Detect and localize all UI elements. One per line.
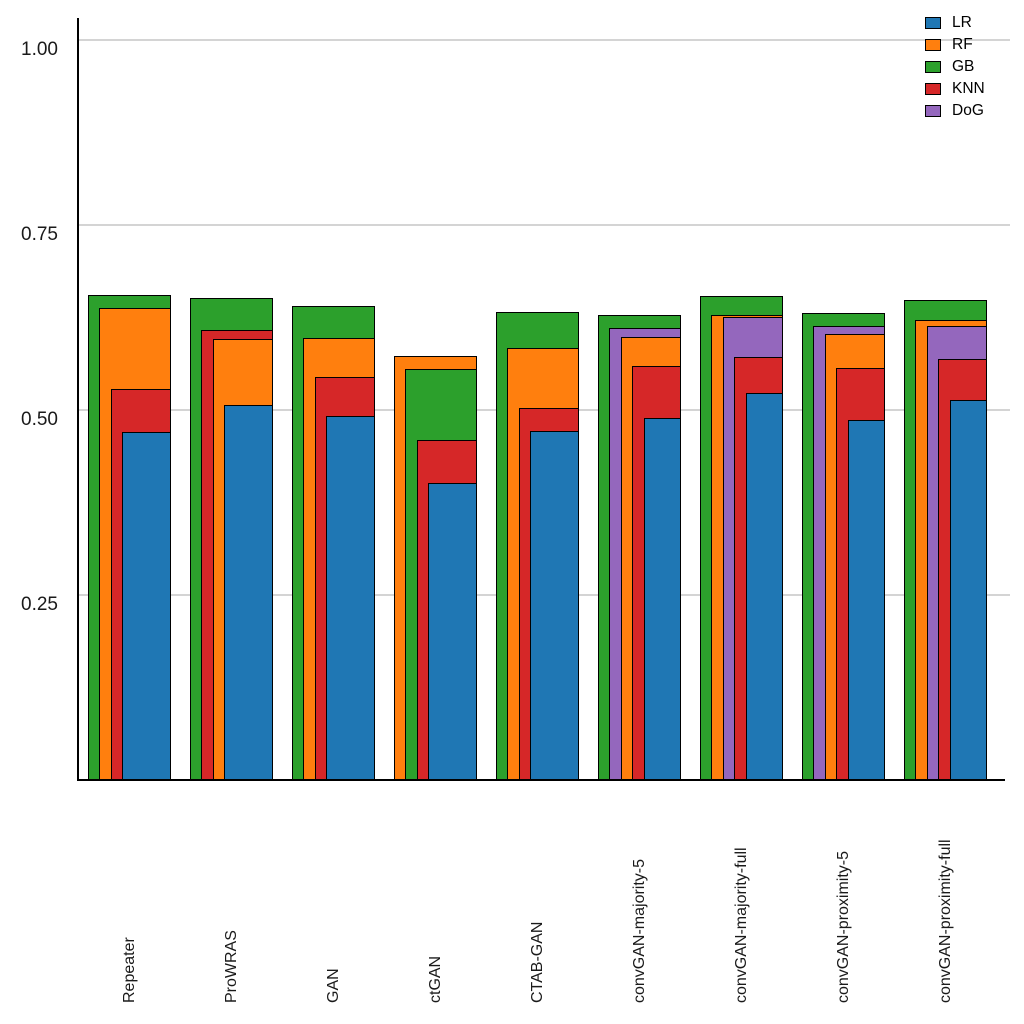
bar-ctGAN-LR [428,482,477,780]
legend-label-lr: LR [952,14,972,31]
dog-color-swatch-icon [925,105,941,117]
x-tick-label-ctab-gan: CTAB-GAN [529,921,546,1003]
gb-color-swatch-icon [925,61,941,73]
bar-convGAN-majority-5-LR [643,418,681,780]
x-axis-line [77,779,1005,781]
x-tick-label-convgan-proximity-full: convGAN-proximity-full [937,839,954,1003]
x-tick-label-repeater: Repeater [121,937,138,1003]
legend-item-dog: DoG [925,100,985,122]
bar-convGAN-majority-full-LR [745,392,783,780]
legend-item-knn: KNN [925,78,985,100]
bar-ProWRAS-LR [224,404,273,780]
legend-label-rf: RF [952,36,973,53]
legend-item-rf: RF [925,34,985,56]
legend-label-gb: GB [952,58,975,75]
x-tick-label-convgan-proximity-5: convGAN-proximity-5 [835,850,852,1003]
y-tick-label-0.50: 0.50 [21,409,58,430]
legend-label-dog: DoG [952,102,984,119]
x-tick-label-convgan-majority-full: convGAN-majority-full [733,847,750,1003]
rf-color-swatch-icon [925,39,941,51]
legend-item-lr: LR [925,12,985,34]
knn-color-swatch-icon [925,83,941,95]
gridline-0.75 [78,224,1010,226]
x-tick-label-prowras: ProWRAS [223,930,240,1003]
bar-convGAN-proximity-full-LR [949,399,987,780]
bar-CTAB-GAN-LR [530,430,579,780]
legend-item-gb: GB [925,56,985,78]
legend-label-knn: KNN [952,80,985,97]
lr-color-swatch-icon [925,17,941,29]
x-tick-label-ctgan: ctGAN [427,955,444,1003]
y-tick-label-0.25: 0.25 [21,594,58,615]
y-axis-line [77,18,79,781]
x-tick-label-convgan-majority-5: convGAN-majority-5 [631,858,648,1003]
y-tick-label-0.75: 0.75 [21,224,58,245]
bar-convGAN-proximity-5-LR [847,419,885,780]
legend: LR RF GB KNN DoG [925,12,985,122]
bar-GAN-LR [326,415,375,780]
x-tick-label-gan: GAN [325,968,342,1003]
y-tick-label-1.00: 1.00 [21,39,58,60]
gridline-1 [78,39,1010,41]
bar-Repeater-LR [122,432,171,780]
